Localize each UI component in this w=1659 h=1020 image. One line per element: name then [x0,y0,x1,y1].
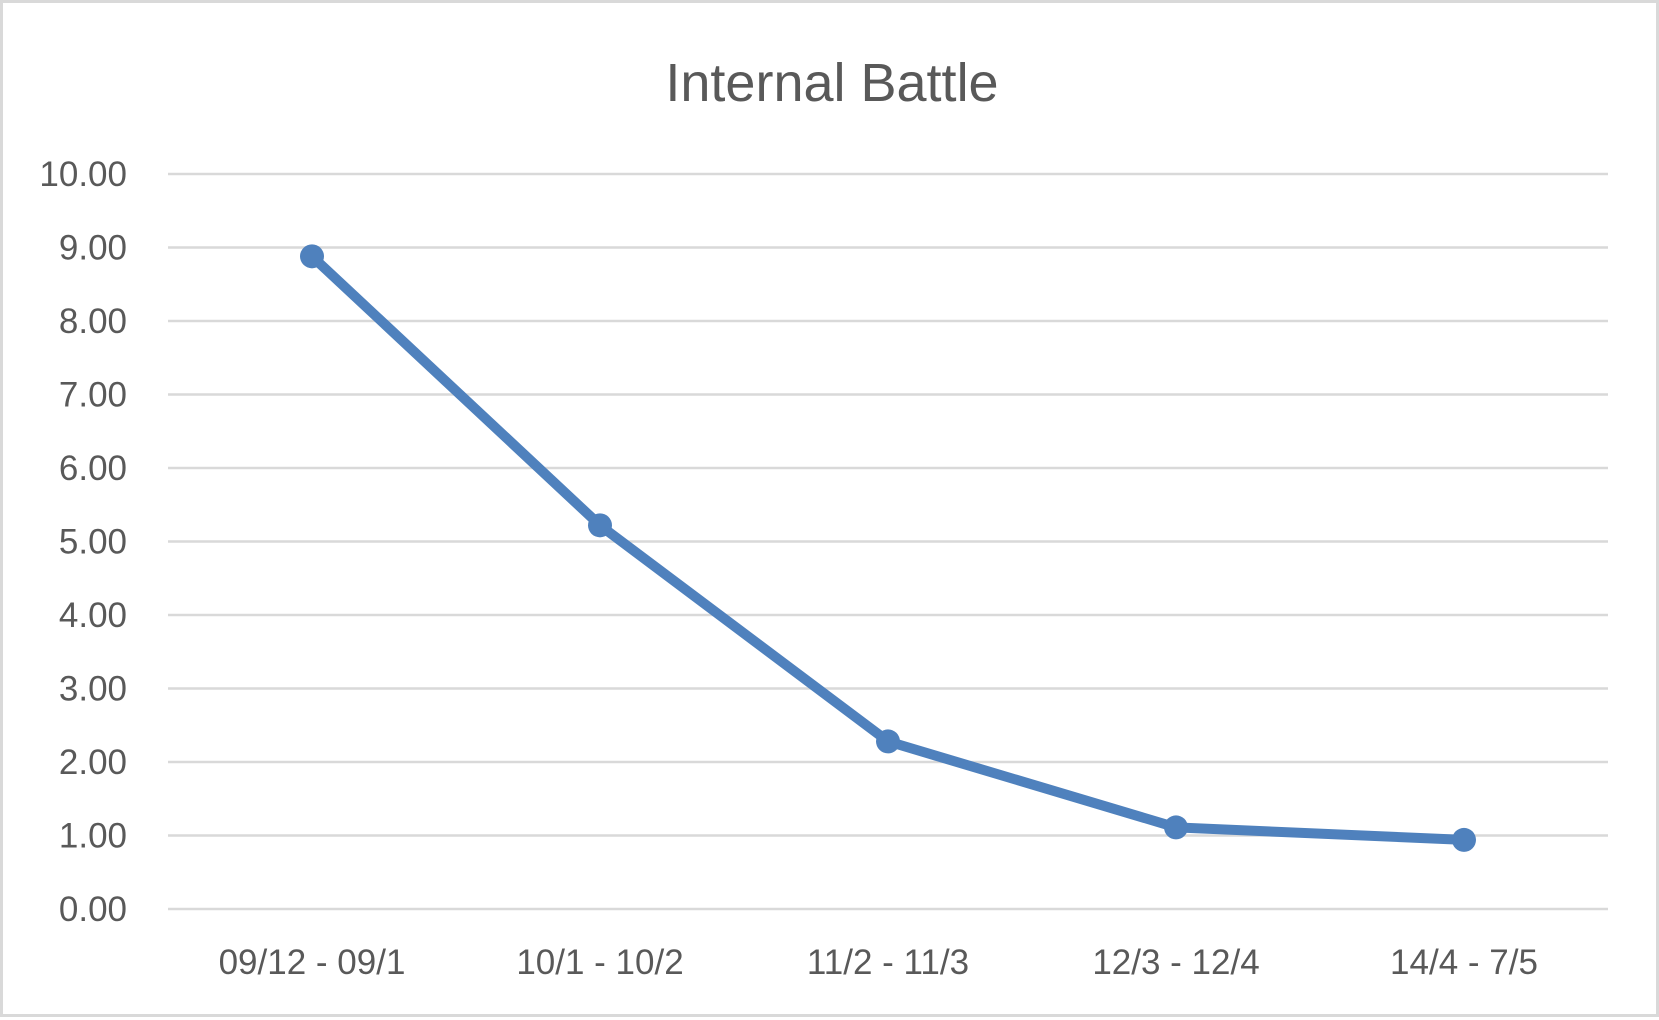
x-tick-label: 09/12 - 09/1 [219,943,406,982]
y-tick-label: 3.00 [59,670,127,709]
x-tick-label: 14/4 - 7/5 [1390,943,1538,982]
data-point-marker [300,244,324,269]
series-layer [300,244,1476,852]
y-tick-label: 1.00 [59,817,127,856]
y-tick-label: 9.00 [59,229,127,268]
y-tick-label: 4.00 [59,596,127,635]
y-axis-tick-labels: 0.00 1.00 2.00 3.00 4.00 5.00 6.00 7.00 8.00 9.00… [39,155,127,929]
x-tick-label: 12/3 - 12/4 [1092,943,1259,982]
gridlines [168,172,1608,911]
y-tick-label: 7.00 [59,376,127,415]
line-chart: Internal Battle 0.00 1.00 2.00 3.00 4.00 5.00… [39,53,1608,982]
data-point-marker [1164,815,1188,840]
y-tick-label: 5.00 [59,523,127,562]
y-tick-label: 0.00 [59,890,127,929]
y-tick-label: 2.00 [59,743,127,782]
chart-title: Internal Battle [665,53,998,113]
x-tick-label: 10/1 - 10/2 [516,943,683,982]
data-point-marker [876,729,900,754]
x-tick-label: 11/2 - 11/3 [807,943,969,982]
y-tick-label: 10.00 [39,155,127,194]
x-axis-tick-labels: 09/12 - 09/1 10/1 - 10/2 11/2 - 11/3 12/3 -… [219,943,1538,982]
data-point-marker [588,513,612,538]
y-tick-label: 6.00 [59,449,127,488]
y-tick-label: 8.00 [59,302,127,341]
data-point-marker [1452,827,1476,852]
